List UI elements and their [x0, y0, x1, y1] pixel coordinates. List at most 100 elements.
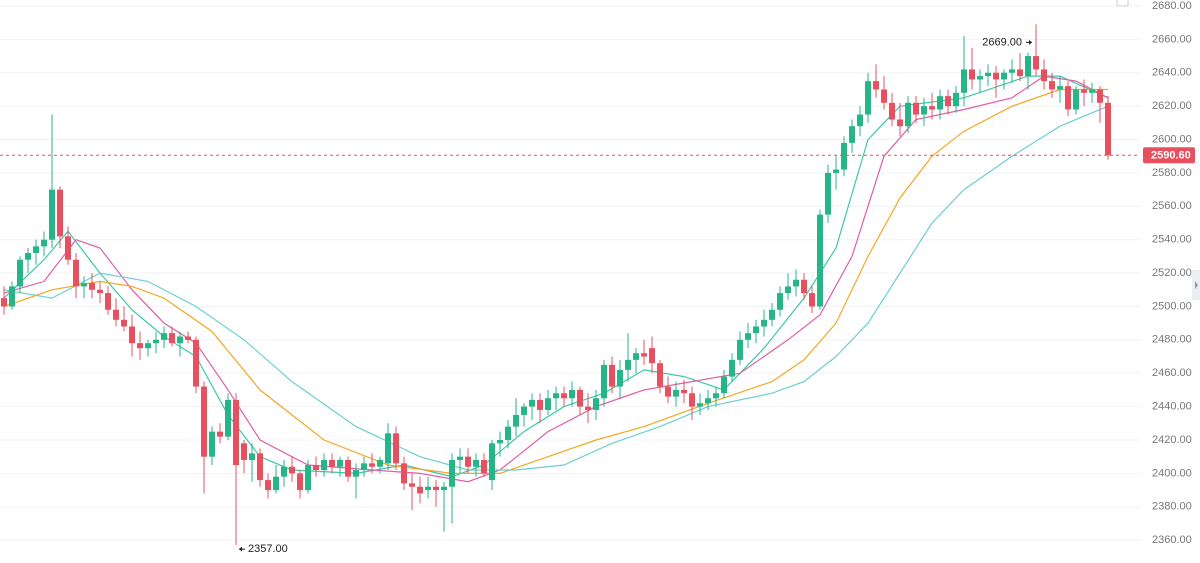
y-tick-label: 2680.00	[1152, 0, 1192, 12]
candle-body	[729, 359, 735, 377]
candle-body	[1001, 72, 1007, 80]
candle-body	[753, 326, 759, 334]
candle-body	[1033, 56, 1039, 70]
candle-body	[777, 293, 783, 310]
candle-body	[633, 353, 639, 360]
candle-body	[1049, 81, 1055, 90]
candles	[1, 24, 1111, 546]
candle-body	[825, 172, 831, 215]
candle-body	[745, 333, 751, 340]
candle-body	[697, 403, 703, 407]
candle-body	[513, 414, 519, 427]
candle-body	[385, 433, 391, 464]
candle-body	[865, 81, 871, 115]
candle-body	[129, 326, 135, 344]
y-tick-label: 2660.00	[1152, 33, 1192, 45]
candle-body	[953, 92, 959, 107]
candle-body	[705, 398, 711, 404]
candle-body	[569, 389, 575, 399]
y-tick-label: 2560.00	[1152, 200, 1192, 212]
candle-body	[673, 389, 679, 397]
candle-body	[113, 309, 119, 320]
price-axis: 2360.00 2380.00 2400.00 2420.00 2440.00 2460.…	[1143, 0, 1195, 546]
candle-body	[121, 319, 127, 327]
candle-body	[985, 72, 991, 77]
candle-body	[721, 376, 727, 394]
candle-body	[841, 142, 847, 170]
candle-body	[345, 460, 351, 477]
candle-body	[945, 96, 951, 107]
y-tick-label: 2460.00	[1152, 367, 1192, 379]
candle-body	[161, 333, 167, 340]
candle-body	[737, 339, 743, 360]
candle-body	[257, 453, 263, 481]
candle-body	[593, 398, 599, 410]
candle-body	[905, 102, 911, 127]
candle-body	[881, 89, 887, 103]
y-tick-label: 2420.00	[1152, 434, 1192, 446]
candle-body	[833, 169, 839, 173]
candle-body	[217, 431, 223, 437]
candle-body	[41, 239, 47, 247]
candle-body	[1089, 89, 1095, 93]
candle-body	[649, 348, 655, 364]
side-tab-arrow	[1195, 281, 1198, 289]
moving-average-line	[3, 75, 1109, 478]
candle-body	[401, 463, 407, 484]
candle-body	[185, 336, 191, 340]
candle-body	[617, 369, 623, 387]
candle-body	[609, 364, 615, 387]
candle-body	[969, 69, 975, 80]
candle-body	[937, 96, 943, 110]
candle-body	[769, 309, 775, 320]
candle-body	[273, 476, 279, 491]
candle-body	[105, 293, 111, 310]
candle-body	[497, 439, 503, 444]
candle-body	[1017, 69, 1023, 77]
candle-body	[761, 319, 767, 327]
annotation-label: 2669.00	[982, 36, 1022, 48]
candle-body	[521, 406, 527, 415]
y-tick-label: 2500.00	[1152, 300, 1192, 312]
candle-body	[785, 286, 791, 294]
candle-body	[145, 343, 151, 349]
candle-body	[929, 106, 935, 110]
candle-body	[657, 363, 663, 387]
candle-body	[249, 453, 255, 461]
candle-body	[577, 389, 583, 407]
y-tick-label: 2400.00	[1152, 467, 1192, 479]
y-tick-label: 2380.00	[1152, 501, 1192, 513]
candle-body	[681, 389, 687, 394]
candle-body	[433, 486, 439, 491]
candle-body	[201, 386, 207, 457]
candle-body	[57, 189, 63, 237]
candle-body	[897, 119, 903, 127]
candle-body	[961, 69, 967, 93]
candle-body	[97, 289, 103, 294]
candle-body	[1025, 56, 1031, 77]
candle-body	[801, 279, 807, 294]
last-price-label: 2590.60	[1151, 150, 1191, 162]
candle-body	[225, 399, 231, 437]
moving-average-line	[3, 105, 1109, 471]
candle-body	[1009, 69, 1015, 73]
settings-icon[interactable]	[1116, 0, 1129, 7]
candle-body	[561, 393, 567, 399]
candle-body	[441, 486, 447, 491]
candle-body	[1057, 86, 1063, 90]
candle-body	[601, 364, 607, 399]
candle-body	[425, 486, 431, 491]
overlay: 2669.00 2357.00	[0, 36, 1140, 555]
candle-body	[689, 393, 695, 407]
candle-body	[625, 359, 631, 370]
candle-body	[81, 283, 87, 287]
candle-body	[449, 460, 455, 487]
candle-body	[585, 406, 591, 410]
annotation-label: 2357.00	[248, 543, 288, 555]
candle-body	[9, 286, 15, 307]
candle-body	[137, 343, 143, 349]
candle-body	[809, 293, 815, 307]
candle-body	[17, 259, 23, 287]
